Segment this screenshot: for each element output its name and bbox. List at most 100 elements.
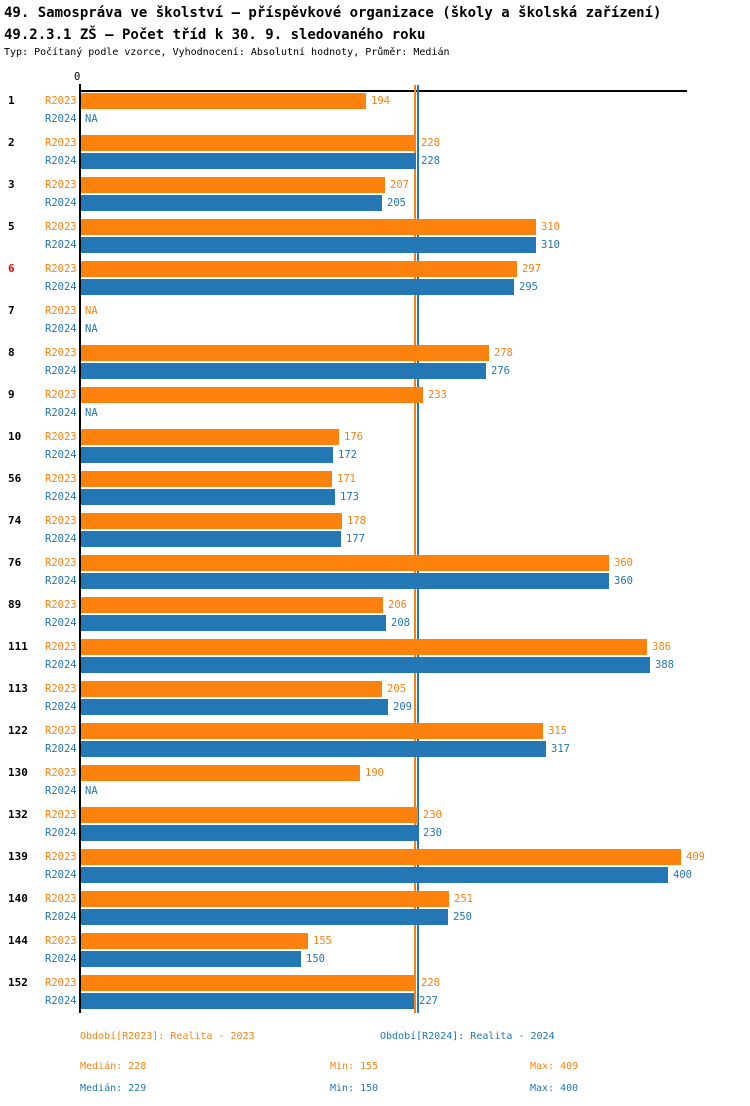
bar-value-label-r2023: 409 (686, 851, 705, 863)
median-line-2024 (417, 85, 419, 1013)
category-label: 144 (8, 934, 28, 947)
series-label-r2024: R2024 (45, 617, 77, 629)
report-title: 49. Samospráva ve školství – příspěvkové… (4, 5, 662, 21)
bar-value-label-r2023: 178 (347, 515, 366, 527)
category-group: 56 R2023 171 R2024 173 (0, 471, 750, 513)
category-label: 89 (8, 598, 22, 611)
x-axis-zero-tick-label: 0 (74, 71, 81, 83)
bar-value-label-r2024: 360 (614, 575, 633, 587)
series-label-r2023: R2023 (45, 221, 77, 233)
category-label: 111 (8, 640, 28, 653)
category-group: 1 R2023 194 R2024 NA (0, 93, 750, 135)
category-label: 8 (8, 346, 15, 359)
series-label-r2024: R2024 (45, 785, 77, 797)
series-label-r2023: R2023 (45, 767, 77, 779)
stat-median-2023: Medián: 228 (80, 1061, 147, 1072)
category-group: 152 R2023 228 R2024 227 (0, 975, 750, 1017)
bar-r2023 (81, 597, 383, 613)
bar-value-label-r2024: 276 (491, 365, 510, 377)
bar-value-label-r2023: 360 (614, 557, 633, 569)
category-label: 9 (8, 388, 15, 401)
stat-min-2023: Min: 155 (330, 1061, 379, 1072)
series-label-r2024: R2024 (45, 953, 77, 965)
bar-r2023 (81, 891, 449, 907)
bar-value-label-r2024: 209 (393, 701, 412, 713)
category-label: 3 (8, 178, 15, 191)
category-label: 74 (8, 514, 22, 527)
bar-value-label-r2023: 228 (421, 977, 440, 989)
category-label: 140 (8, 892, 28, 905)
bar-r2023 (81, 933, 308, 949)
series-label-r2024: R2024 (45, 113, 77, 125)
bar-value-label-r2023: 190 (365, 767, 384, 779)
bar-r2024 (81, 741, 546, 757)
series-label-r2024: R2024 (45, 239, 77, 251)
series-label-r2023: R2023 (45, 893, 77, 905)
category-group: 74 R2023 178 R2024 177 (0, 513, 750, 555)
bar-r2023 (81, 723, 543, 739)
series-label-r2023: R2023 (45, 263, 77, 275)
bar-value-label-r2023: 155 (313, 935, 332, 947)
series-label-r2024: R2024 (45, 911, 77, 923)
y-axis-line (79, 84, 81, 1013)
x-axis-line (80, 90, 687, 92)
bar-r2024 (81, 657, 650, 673)
bar-r2023 (81, 807, 418, 823)
series-label-r2024: R2024 (45, 869, 77, 881)
bar-r2024 (81, 699, 388, 715)
category-group: 9 R2023 233 R2024 NA (0, 387, 750, 429)
category-group: 76 R2023 360 R2024 360 (0, 555, 750, 597)
legend-2024-label: Období[R2024]: Realita - 2024 (380, 1031, 555, 1042)
category-label: 76 (8, 556, 22, 569)
bar-r2024 (81, 993, 414, 1009)
series-label-r2024: R2024 (45, 323, 77, 335)
category-label: 113 (8, 682, 28, 695)
series-label-r2023: R2023 (45, 305, 77, 317)
category-group: 130 R2023 190 R2024 NA (0, 765, 750, 807)
stat-max-2024: Max: 400 (530, 1083, 579, 1094)
stat-max-2023: Max: 409 (530, 1061, 579, 1072)
bar-value-label-r2023: 251 (454, 893, 473, 905)
series-label-r2024: R2024 (45, 449, 77, 461)
bar-r2023 (81, 387, 423, 403)
category-group: 6 R2023 297 R2024 295 (0, 261, 750, 303)
bar-value-label-r2023: 233 (428, 389, 447, 401)
bar-value-label-r2024: 230 (423, 827, 442, 839)
series-label-r2023: R2023 (45, 515, 77, 527)
series-label-r2023: R2023 (45, 683, 77, 695)
category-group: 132 R2023 230 R2024 230 (0, 807, 750, 849)
bar-value-label-r2023: 228 (421, 137, 440, 149)
bar-r2023 (81, 429, 339, 445)
bar-value-label-r2024: 150 (306, 953, 325, 965)
series-label-r2023: R2023 (45, 851, 77, 863)
bar-value-label-r2024: 177 (346, 533, 365, 545)
category-group: 144 R2023 155 R2024 150 (0, 933, 750, 975)
bar-value-label-r2024: 172 (338, 449, 357, 461)
category-group: 89 R2023 206 R2024 208 (0, 597, 750, 639)
bar-value-label-r2024: 388 (655, 659, 674, 671)
bar-value-label-r2024: 227 (419, 995, 438, 1007)
bar-value-label-r2023: 310 (541, 221, 560, 233)
bar-r2024 (81, 195, 382, 211)
bar-value-label-r2023: 206 (388, 599, 407, 611)
series-label-r2024: R2024 (45, 491, 77, 503)
category-label: 6 (8, 262, 15, 275)
legend-2023-label: Období[R2023]: Realita - 2023 (80, 1031, 255, 1042)
median-line-2023 (414, 85, 416, 1013)
bar-r2023 (81, 513, 342, 529)
bar-r2023 (81, 177, 385, 193)
series-label-r2023: R2023 (45, 347, 77, 359)
series-label-r2023: R2023 (45, 179, 77, 191)
series-label-r2023: R2023 (45, 473, 77, 485)
bar-r2023 (81, 681, 382, 697)
na-label-r2024: NA (85, 323, 98, 335)
bar-r2023 (81, 975, 416, 991)
na-label-r2024: NA (85, 785, 98, 797)
category-label: 130 (8, 766, 28, 779)
category-label: 1 (8, 94, 15, 107)
category-label: 5 (8, 220, 15, 233)
series-label-r2024: R2024 (45, 407, 77, 419)
series-label-r2023: R2023 (45, 599, 77, 611)
series-label-r2024: R2024 (45, 533, 77, 545)
bar-r2023 (81, 639, 647, 655)
